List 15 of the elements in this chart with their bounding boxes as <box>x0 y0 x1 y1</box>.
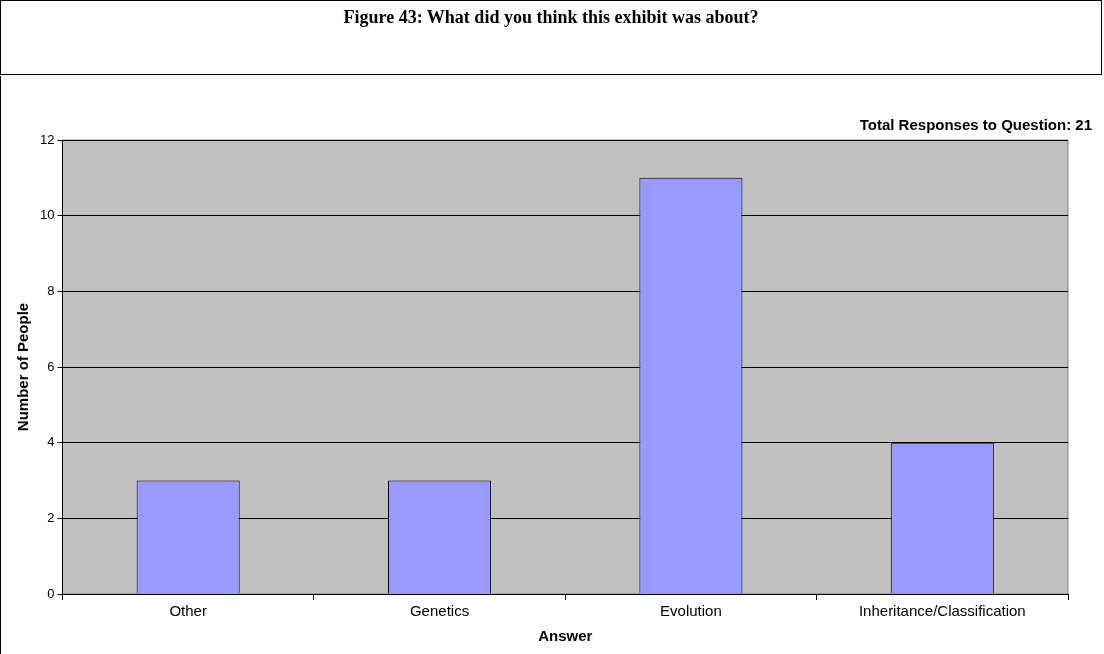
x-tick-label: Evolution <box>660 602 722 620</box>
y-tick-label: 6 <box>47 358 55 374</box>
chart-title: Figure 43: What did you think this exhibit was about? <box>0 0 1102 75</box>
x-tick-label: Other <box>169 602 207 620</box>
y-axis-title: Number of People <box>14 302 32 432</box>
x-tick-label: Genetics <box>409 602 470 620</box>
x-axis-title: Answer <box>538 627 593 645</box>
y-tick-label: 10 <box>39 207 55 223</box>
x-tick-label: Inheritance/Classification <box>858 602 1026 620</box>
y-tick-label: 2 <box>47 509 55 525</box>
y-tick-label: 8 <box>47 282 55 298</box>
y-tick-label: 4 <box>47 434 55 450</box>
y-tick-label: 12 <box>39 131 55 147</box>
y-tick-label: 0 <box>47 585 55 601</box>
text: Total Responses to Question: 21 <box>859 116 1092 133</box>
